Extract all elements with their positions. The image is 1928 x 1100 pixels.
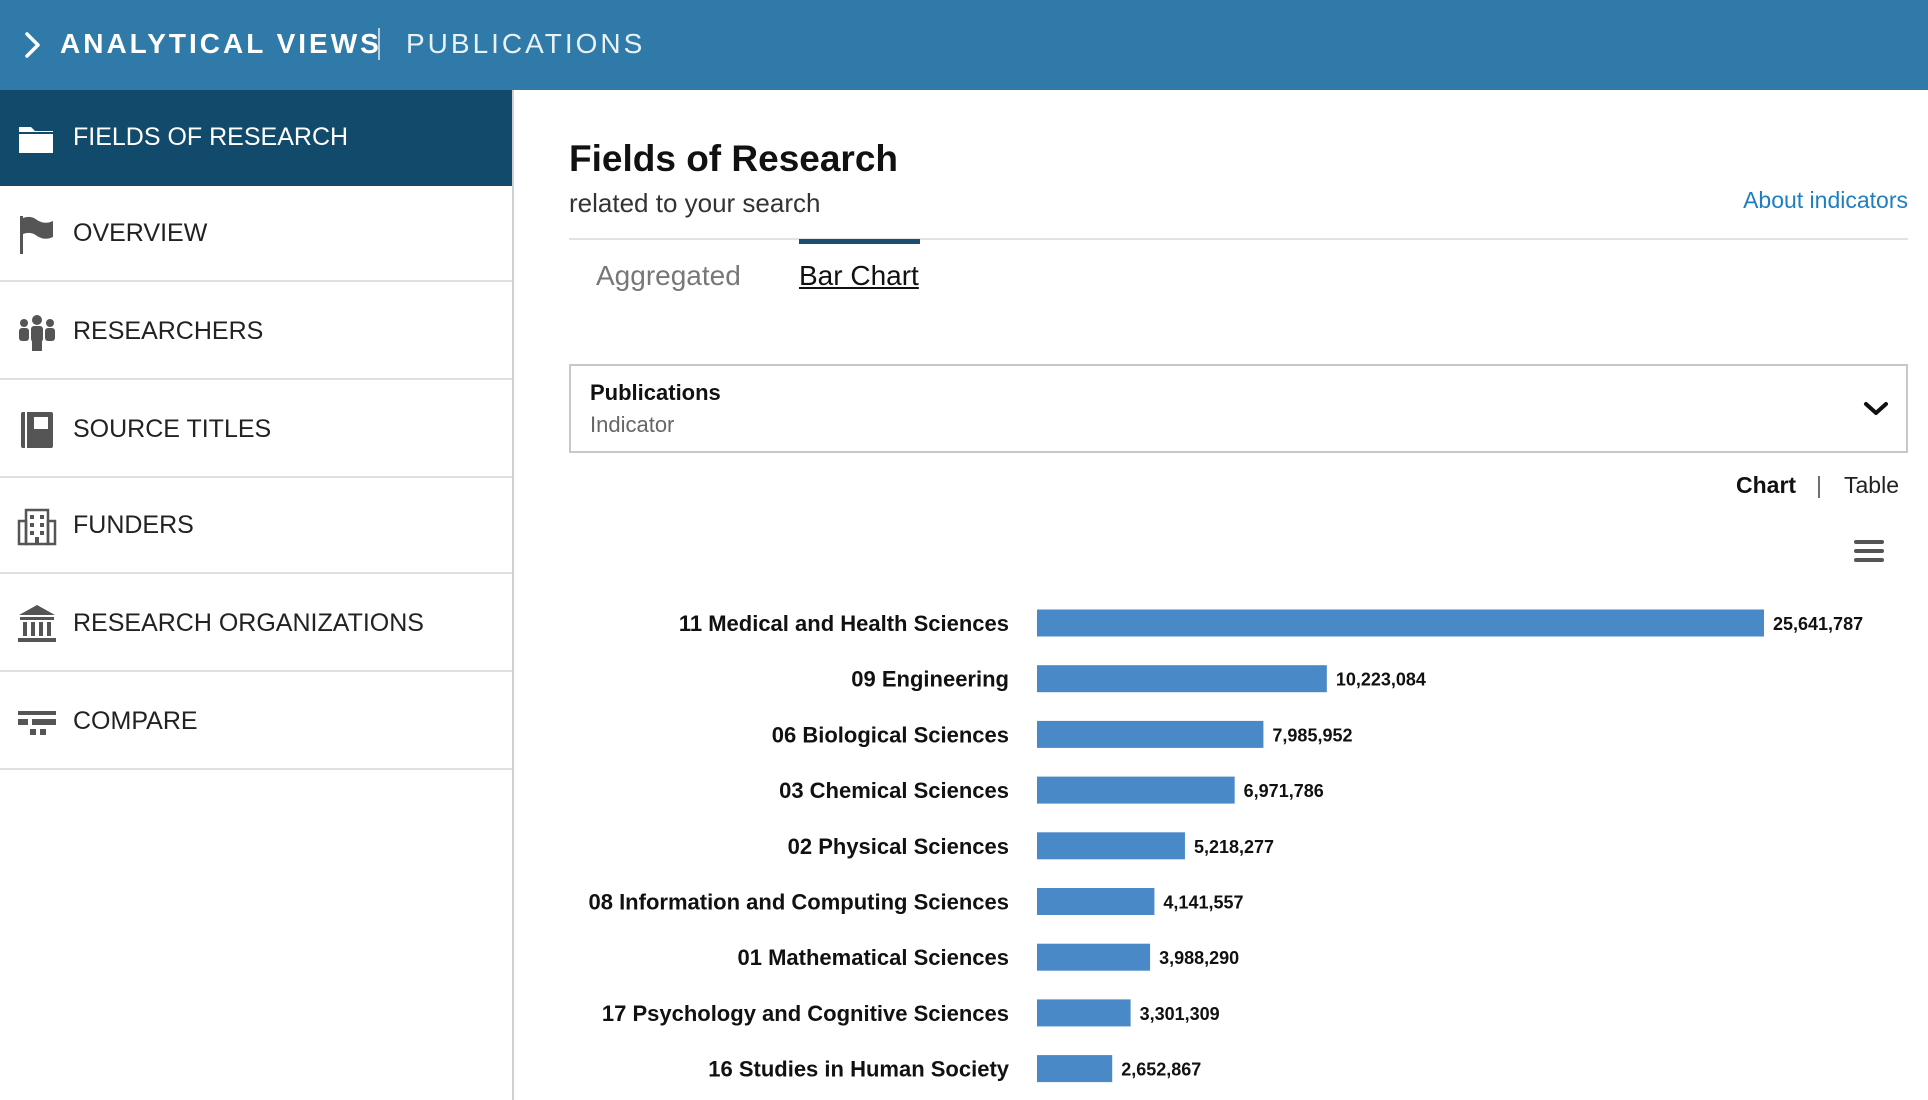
view-table-toggle[interactable]: Table — [1844, 472, 1899, 498]
value-label: 3,988,290 — [1159, 948, 1239, 968]
bar[interactable] — [1037, 609, 1764, 637]
category-label: 01 Mathematical Sciences — [738, 945, 1009, 970]
chevron-right-icon[interactable] — [16, 28, 50, 62]
people-icon — [19, 315, 55, 351]
indicator-select-caption: Indicator — [590, 412, 675, 437]
sidebar-item-label: FIELDS OF RESEARCH — [73, 123, 349, 151]
bar[interactable] — [1037, 665, 1327, 693]
indicator-select-value: Publications — [590, 380, 721, 405]
value-label: 7,985,952 — [1272, 725, 1352, 745]
sidebar-item-research-organizations[interactable]: RESEARCH ORGANIZATIONS — [0, 576, 512, 672]
view-toggle-separator: | — [1816, 472, 1822, 498]
chevron-down-icon — [1864, 402, 1888, 415]
value-label: 6,971,786 — [1244, 781, 1324, 801]
value-label: 3,301,309 — [1140, 1004, 1220, 1024]
sidebar-item-label: FUNDERS — [73, 511, 194, 539]
page-subtitle: related to your search — [569, 188, 821, 218]
active-tab-indicator — [799, 239, 920, 244]
value-label: 2,652,867 — [1121, 1060, 1201, 1080]
bar[interactable] — [1037, 943, 1151, 971]
sidebar-item-fields-of-research[interactable]: FIELDS OF RESEARCH — [0, 90, 512, 186]
sidebar-item-source-titles[interactable]: SOURCE TITLES — [0, 382, 512, 478]
bar[interactable] — [1037, 1055, 1113, 1083]
hamburger-menu-icon[interactable] — [1852, 536, 1886, 566]
flag-icon — [20, 216, 53, 254]
building-icon — [17, 508, 57, 546]
header-divider — [378, 28, 380, 60]
page-title: Fields of Research — [569, 138, 899, 179]
bar[interactable] — [1037, 888, 1155, 915]
category-label: 03 Chemical Sciences — [779, 778, 1009, 803]
category-label: 06 Biological Sciences — [772, 722, 1009, 747]
divider — [569, 238, 1908, 240]
about-indicators-link[interactable]: About indicators — [1743, 187, 1908, 213]
section-title: PUBLICATIONS — [406, 28, 646, 59]
sidebar-item-funders[interactable]: FUNDERS — [0, 478, 512, 574]
sidebar-item-label: COMPARE — [73, 707, 198, 735]
institution-icon — [18, 605, 56, 642]
category-label: 11 Medical and Health Sciences — [679, 611, 1009, 636]
bar[interactable] — [1037, 999, 1131, 1027]
sidebar-item-label: RESEARCH ORGANIZATIONS — [73, 609, 424, 637]
value-label: 5,218,277 — [1194, 837, 1274, 857]
sidebar-item-researchers[interactable]: RESEARCHERS — [0, 284, 512, 380]
category-label: 16 Studies in Human Society — [708, 1057, 1010, 1082]
sidebar: FIELDS OF RESEARCH OVERVIEW RESEARCHERS … — [0, 90, 514, 1100]
bar[interactable] — [1037, 776, 1235, 804]
compare-icon — [18, 711, 56, 735]
folder-icon — [19, 127, 55, 153]
tab-aggregated[interactable]: Aggregated — [596, 260, 741, 291]
bar[interactable] — [1037, 720, 1264, 748]
bar[interactable] — [1037, 832, 1185, 860]
app-title: ANALYTICAL VIEWS — [60, 28, 382, 59]
category-label: 09 Engineering — [851, 667, 1009, 692]
indicator-select[interactable]: Publications Indicator — [569, 364, 1908, 453]
view-chart-toggle[interactable]: Chart — [1736, 472, 1797, 498]
sidebar-item-compare[interactable]: COMPARE — [0, 674, 512, 770]
top-bar: ANALYTICAL VIEWS PUBLICATIONS — [0, 0, 1928, 90]
category-label: 02 Physical Sciences — [788, 834, 1009, 859]
value-label: 4,141,557 — [1163, 893, 1243, 913]
value-label: 25,641,787 — [1773, 614, 1863, 634]
sidebar-item-label: RESEARCHERS — [73, 317, 264, 345]
sidebar-item-label: SOURCE TITLES — [73, 415, 272, 443]
tab-bar-chart[interactable]: Bar Chart — [799, 260, 919, 291]
main-panel: Fields of Research related to your searc… — [514, 90, 1928, 1100]
category-label: 17 Psychology and Cognitive Sciences — [602, 1001, 1009, 1026]
book-icon — [21, 412, 53, 448]
bar-chart: 11 Medical and Health Sciences 25,641,787… — [588, 609, 1863, 1083]
sidebar-item-label: OVERVIEW — [73, 219, 208, 247]
value-label: 10,223,084 — [1336, 670, 1426, 690]
category-label: 08 Information and Computing Sciences — [588, 890, 1009, 915]
sidebar-item-overview[interactable]: OVERVIEW — [0, 186, 512, 282]
